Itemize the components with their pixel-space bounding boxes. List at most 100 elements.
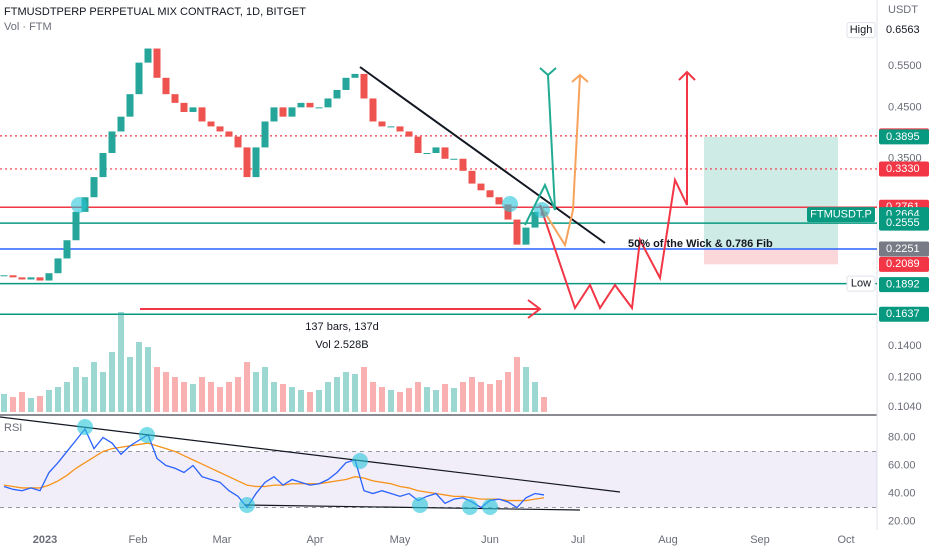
candle [378,121,386,127]
x-tick-label: May [390,534,411,546]
candle [99,153,107,178]
price-label: 0.2555 [886,217,920,229]
volume-bar [100,372,106,412]
drawings [0,66,696,515]
volume-bar [244,362,250,412]
candle [468,170,476,184]
arrow-head [571,73,589,83]
volume-bar [352,374,358,412]
stop-zone [704,249,838,265]
candle [342,77,350,90]
marker [462,499,478,515]
volume-bar [208,382,214,412]
candle [414,136,422,154]
candle [72,211,80,241]
candle [531,211,539,228]
volume-bar [37,396,43,412]
volume-bar [181,382,187,412]
volume-bar [262,367,268,412]
volume-bar [64,382,70,412]
x-tick-label: Apr [306,534,323,546]
candle [171,94,179,103]
candle [495,197,503,205]
volume-bar [406,388,412,412]
candle [126,94,134,117]
volume-bar [325,382,331,412]
candle [243,147,251,178]
projection-red [539,72,688,311]
volume-bar [514,357,520,412]
volume-bar [415,382,421,412]
price-label: 0.1637 [886,308,920,320]
volume-bar [361,367,367,412]
candle [108,131,116,154]
rsi-tick-label: 20.00 [888,515,916,527]
rsi-band [0,451,877,508]
volume-bar [190,384,196,412]
volume-bar [451,388,457,412]
volume-bar [199,377,205,412]
candle [27,277,35,280]
marker [71,197,87,213]
volume-bar [424,387,430,412]
y-tick-label: 0.4500 [888,101,922,113]
arrow-head [678,70,696,81]
y-tick-label: 0.1040 [888,401,922,413]
volume-bar [460,382,466,412]
currency: USDT [888,4,918,16]
volume-bar [469,377,475,412]
candle [387,126,395,128]
volume-bar [82,377,88,412]
volume-bar [388,390,394,412]
level-name: Low [851,278,871,290]
price-label: 0.1892 [886,278,920,290]
rsi-line [3,427,545,509]
level-name-box [846,275,876,292]
volume-bar [289,387,295,412]
data-layer [0,48,548,509]
candle [9,275,17,278]
candle [459,158,467,171]
candle [441,147,449,159]
candle [234,136,242,148]
volume-bar [442,384,448,412]
candle [0,275,8,277]
candle [351,73,359,78]
candle [207,121,215,127]
price-label: 0.2251 [886,243,920,255]
candle [333,89,341,99]
axis-layer: 0.55000.45000.35000.14000.12000.104080.0… [33,22,929,546]
price-label-box [879,215,929,231]
x-tick-label: Sep [750,534,770,546]
candle [369,98,377,122]
candle [423,153,431,155]
volume-bar [136,342,142,412]
volume-bar [217,387,223,412]
measure-bars: 137 bars, 137d [305,321,378,333]
volume-bar [10,397,16,412]
volume-bar [343,372,349,412]
volume-bar [28,398,34,412]
candle [324,98,332,108]
candle [261,121,269,148]
candle [36,277,44,281]
volume-bar [154,367,160,412]
price-label-box [879,306,929,322]
candle [225,131,233,137]
candle [45,273,53,281]
candle [486,190,494,198]
marker [482,499,498,515]
candle [432,147,440,154]
x-tick-label: Feb [129,534,148,546]
price-label: 0.2089 [886,258,920,270]
rsi-tick-label: 80.00 [888,431,916,443]
marker [534,202,550,218]
candle [117,116,125,132]
candle [216,126,224,132]
candle [198,107,206,122]
volume-bar [118,312,124,412]
x-tick-label: Jun [481,534,499,546]
volume-bar [145,347,151,412]
candle [477,183,485,191]
volume-bar [478,382,484,412]
